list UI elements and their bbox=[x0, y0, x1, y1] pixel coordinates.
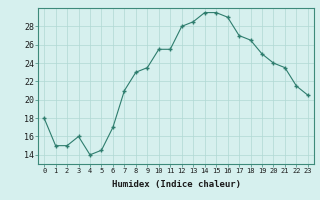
X-axis label: Humidex (Indice chaleur): Humidex (Indice chaleur) bbox=[111, 180, 241, 189]
